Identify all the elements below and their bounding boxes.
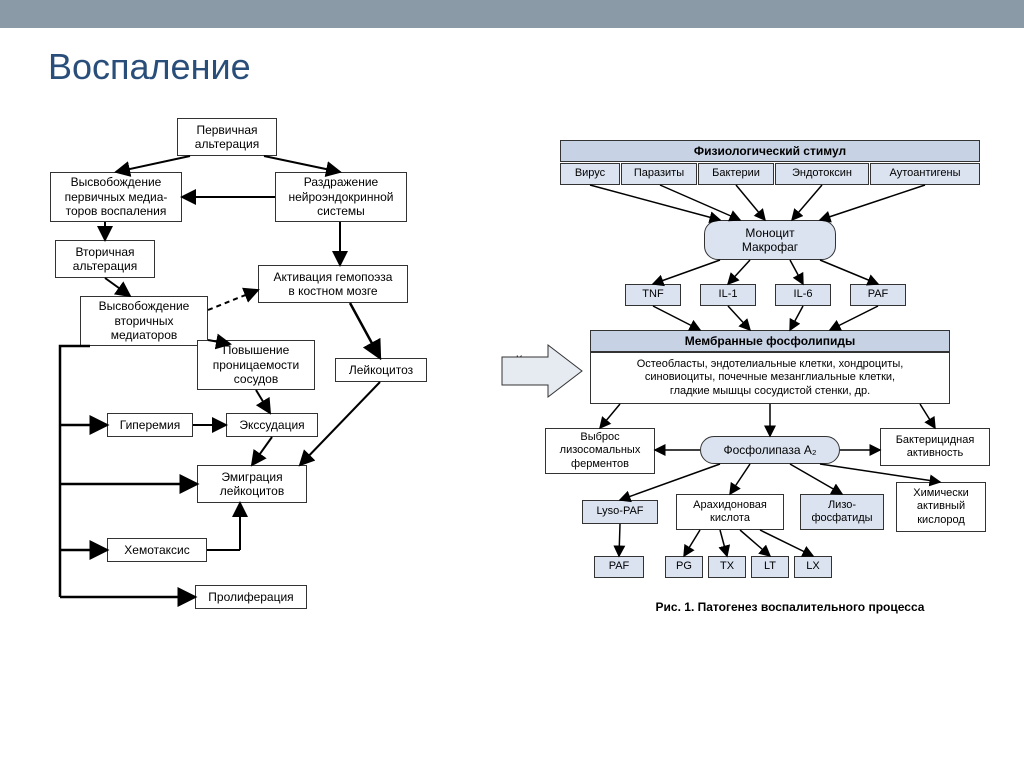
node-phys-stimulus-header: Физиологический стимул (560, 140, 980, 162)
node-lysosomal: Выброслизосомальныхферментов (545, 428, 655, 474)
node-proliferation: Пролиферация (195, 585, 307, 609)
diagram-canvas: Первичнаяальтерация Высвобождениепервичн… (0, 110, 1024, 760)
node-arachidonic: Арахидоноваякислота (676, 494, 784, 530)
node-pg: PG (665, 556, 703, 578)
node-neuroendocrine: Раздражениенейроэндокриннойсистемы (275, 172, 407, 222)
node-permeability: Повышениепроницаемостисосудов (197, 340, 315, 390)
node-lysophosphatides: Лизо-фосфатиды (800, 494, 884, 530)
node-tnf: TNF (625, 284, 681, 306)
node-secondary-alteration: Вторичнаяальтерация (55, 240, 155, 278)
node-il1: IL-1 (700, 284, 756, 306)
node-bacteria: Бактерии (698, 163, 774, 185)
slide-topbar (0, 0, 1024, 28)
node-exudation: Экссудация (226, 413, 318, 437)
node-monocyte-macrophage: МоноцитМакрофаг (704, 220, 836, 260)
slide-title: Воспаление (0, 28, 1024, 98)
right-caption: Рис. 1. Патогенез воспалительного процес… (640, 600, 940, 614)
node-lysopaf: Lyso-PAF (582, 500, 658, 524)
node-hemopoiesis: Активация гемопоэзав костном мозге (258, 265, 408, 303)
node-bactericidal: Бактерициднаяактивность (880, 428, 990, 466)
node-parasites: Паразиты (621, 163, 697, 185)
node-oxygen: Химическиактивныйкислород (896, 482, 986, 532)
node-lx: LX (794, 556, 832, 578)
cells-target-arrow-icon (500, 335, 590, 405)
node-paf-product: PAF (594, 556, 644, 578)
node-primary-alteration: Первичнаяальтерация (177, 118, 277, 156)
node-membrane-header: Мембранные фосфолипиды (590, 330, 950, 352)
node-leukocytosis: Лейкоцитоз (335, 358, 427, 382)
node-secondary-mediators: Высвобождениевторичныхмедиаторов (80, 296, 208, 346)
node-virus: Вирус (560, 163, 620, 185)
node-hyperemia: Гиперемия (107, 413, 193, 437)
node-emigration: Эмиграциялейкоцитов (197, 465, 307, 503)
node-membrane-body: Остеобласты, эндотелиальные клетки, хонд… (590, 352, 950, 404)
node-phospholipase: Фосфолипаза A₂ (700, 436, 840, 464)
node-paf-cytokine: PAF (850, 284, 906, 306)
node-primary-mediators: Высвобождениепервичных медиа-торов воспа… (50, 172, 182, 222)
node-chemotaxis: Хемотаксис (107, 538, 207, 562)
node-autoantigens: Аутоантигены (870, 163, 980, 185)
node-endotoxin: Эндотоксин (775, 163, 869, 185)
node-tx: TX (708, 556, 746, 578)
node-il6: IL-6 (775, 284, 831, 306)
node-lt: LT (751, 556, 789, 578)
